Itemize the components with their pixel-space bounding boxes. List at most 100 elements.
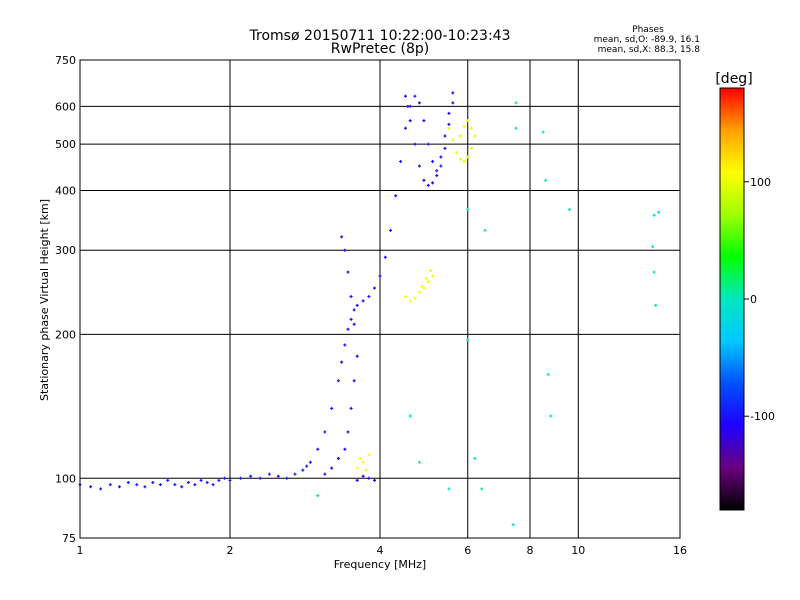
data-point	[466, 119, 470, 123]
data-point	[511, 523, 515, 527]
data-point	[455, 151, 459, 155]
data-point	[352, 308, 356, 312]
y-tick-label: 100	[55, 472, 76, 485]
data-point	[473, 134, 477, 138]
data-point	[373, 478, 377, 482]
data-point	[323, 430, 327, 434]
data-point	[428, 269, 432, 273]
data-point	[343, 248, 347, 252]
data-point	[126, 480, 130, 484]
data-point	[431, 159, 435, 163]
data-point	[330, 406, 334, 410]
data-point	[99, 487, 103, 491]
data-point	[443, 134, 447, 138]
data-point	[443, 146, 447, 150]
data-point	[469, 126, 473, 130]
data-point	[394, 194, 398, 198]
series-4	[447, 119, 477, 163]
data-point	[199, 478, 203, 482]
data-point	[276, 474, 280, 478]
phase-summary-heading: Phases	[632, 25, 664, 35]
y-tick-label: 75	[62, 532, 76, 545]
data-point	[413, 296, 417, 300]
data-point	[352, 322, 356, 326]
data-point	[514, 126, 518, 130]
data-point	[358, 456, 362, 460]
data-point	[389, 228, 393, 232]
y-tick-label: 200	[55, 328, 76, 341]
data-point	[223, 476, 227, 480]
y-axis-ticks: 75 100 200 300 400 500 600 750	[55, 54, 76, 545]
data-point	[316, 494, 320, 498]
data-point	[108, 483, 112, 487]
data-point	[651, 245, 655, 249]
data-point	[431, 274, 435, 278]
data-point	[417, 164, 421, 168]
data-point	[408, 414, 412, 418]
data-point	[355, 466, 359, 470]
data-point	[285, 476, 289, 480]
colorbar	[719, 87, 745, 511]
y-axis-label: Stationary phase Virtual Height [km]	[38, 199, 51, 401]
data-point	[117, 485, 121, 489]
data-point	[422, 119, 426, 123]
data-point	[343, 447, 347, 451]
phase-summary-o: mean, sd,O: -89.9, 16.1	[594, 35, 700, 45]
data-point	[367, 453, 371, 457]
data-point	[654, 303, 658, 307]
data-point	[567, 208, 571, 212]
series-0	[78, 464, 309, 491]
data-point	[151, 480, 155, 484]
chart-title: Tromsø 20150711 10:22:00-10:23:43	[249, 28, 511, 44]
data-point	[323, 472, 327, 476]
data-point	[403, 126, 407, 130]
data-point	[361, 299, 365, 303]
data-point	[340, 360, 344, 364]
series-7	[316, 101, 661, 527]
data-point	[439, 164, 443, 168]
data-point	[458, 157, 462, 161]
data-point	[355, 478, 359, 482]
series-3	[403, 91, 455, 187]
y-tick-label: 600	[55, 100, 76, 113]
data-point	[205, 480, 209, 484]
data-point	[469, 146, 473, 150]
data-point	[544, 178, 548, 182]
data-point	[349, 406, 353, 410]
data-point	[135, 483, 139, 487]
y-tick-label: 400	[55, 184, 76, 197]
data-point	[166, 478, 170, 482]
data-point	[330, 466, 334, 470]
data-point	[361, 474, 365, 478]
y-tick-label: 500	[55, 138, 76, 151]
data-point	[447, 122, 451, 126]
y-tick-label: 750	[55, 54, 76, 67]
data-point	[451, 101, 455, 105]
data-point	[408, 299, 412, 303]
data-point	[352, 379, 356, 383]
data-point	[316, 447, 320, 451]
data-point	[305, 464, 309, 468]
data-point	[336, 456, 340, 460]
data-point	[349, 317, 353, 321]
data-point	[364, 468, 368, 472]
data-point	[466, 155, 470, 159]
y-tick-label: 300	[55, 244, 76, 257]
data-point	[451, 138, 455, 142]
data-point	[462, 124, 466, 128]
data-point	[473, 456, 477, 460]
plot-points	[78, 91, 661, 527]
x-tick-label: 4	[377, 544, 384, 557]
data-point	[336, 379, 340, 383]
x-axis-ticks: 1 2 4 6 8 10 16	[77, 544, 688, 557]
data-point	[422, 178, 426, 182]
data-point	[466, 208, 470, 212]
data-point	[355, 303, 359, 307]
x-tick-label: 2	[227, 544, 234, 557]
series-2	[323, 235, 377, 482]
data-point	[541, 130, 545, 134]
data-point	[301, 468, 305, 472]
data-point	[249, 474, 253, 478]
data-point	[652, 213, 656, 217]
